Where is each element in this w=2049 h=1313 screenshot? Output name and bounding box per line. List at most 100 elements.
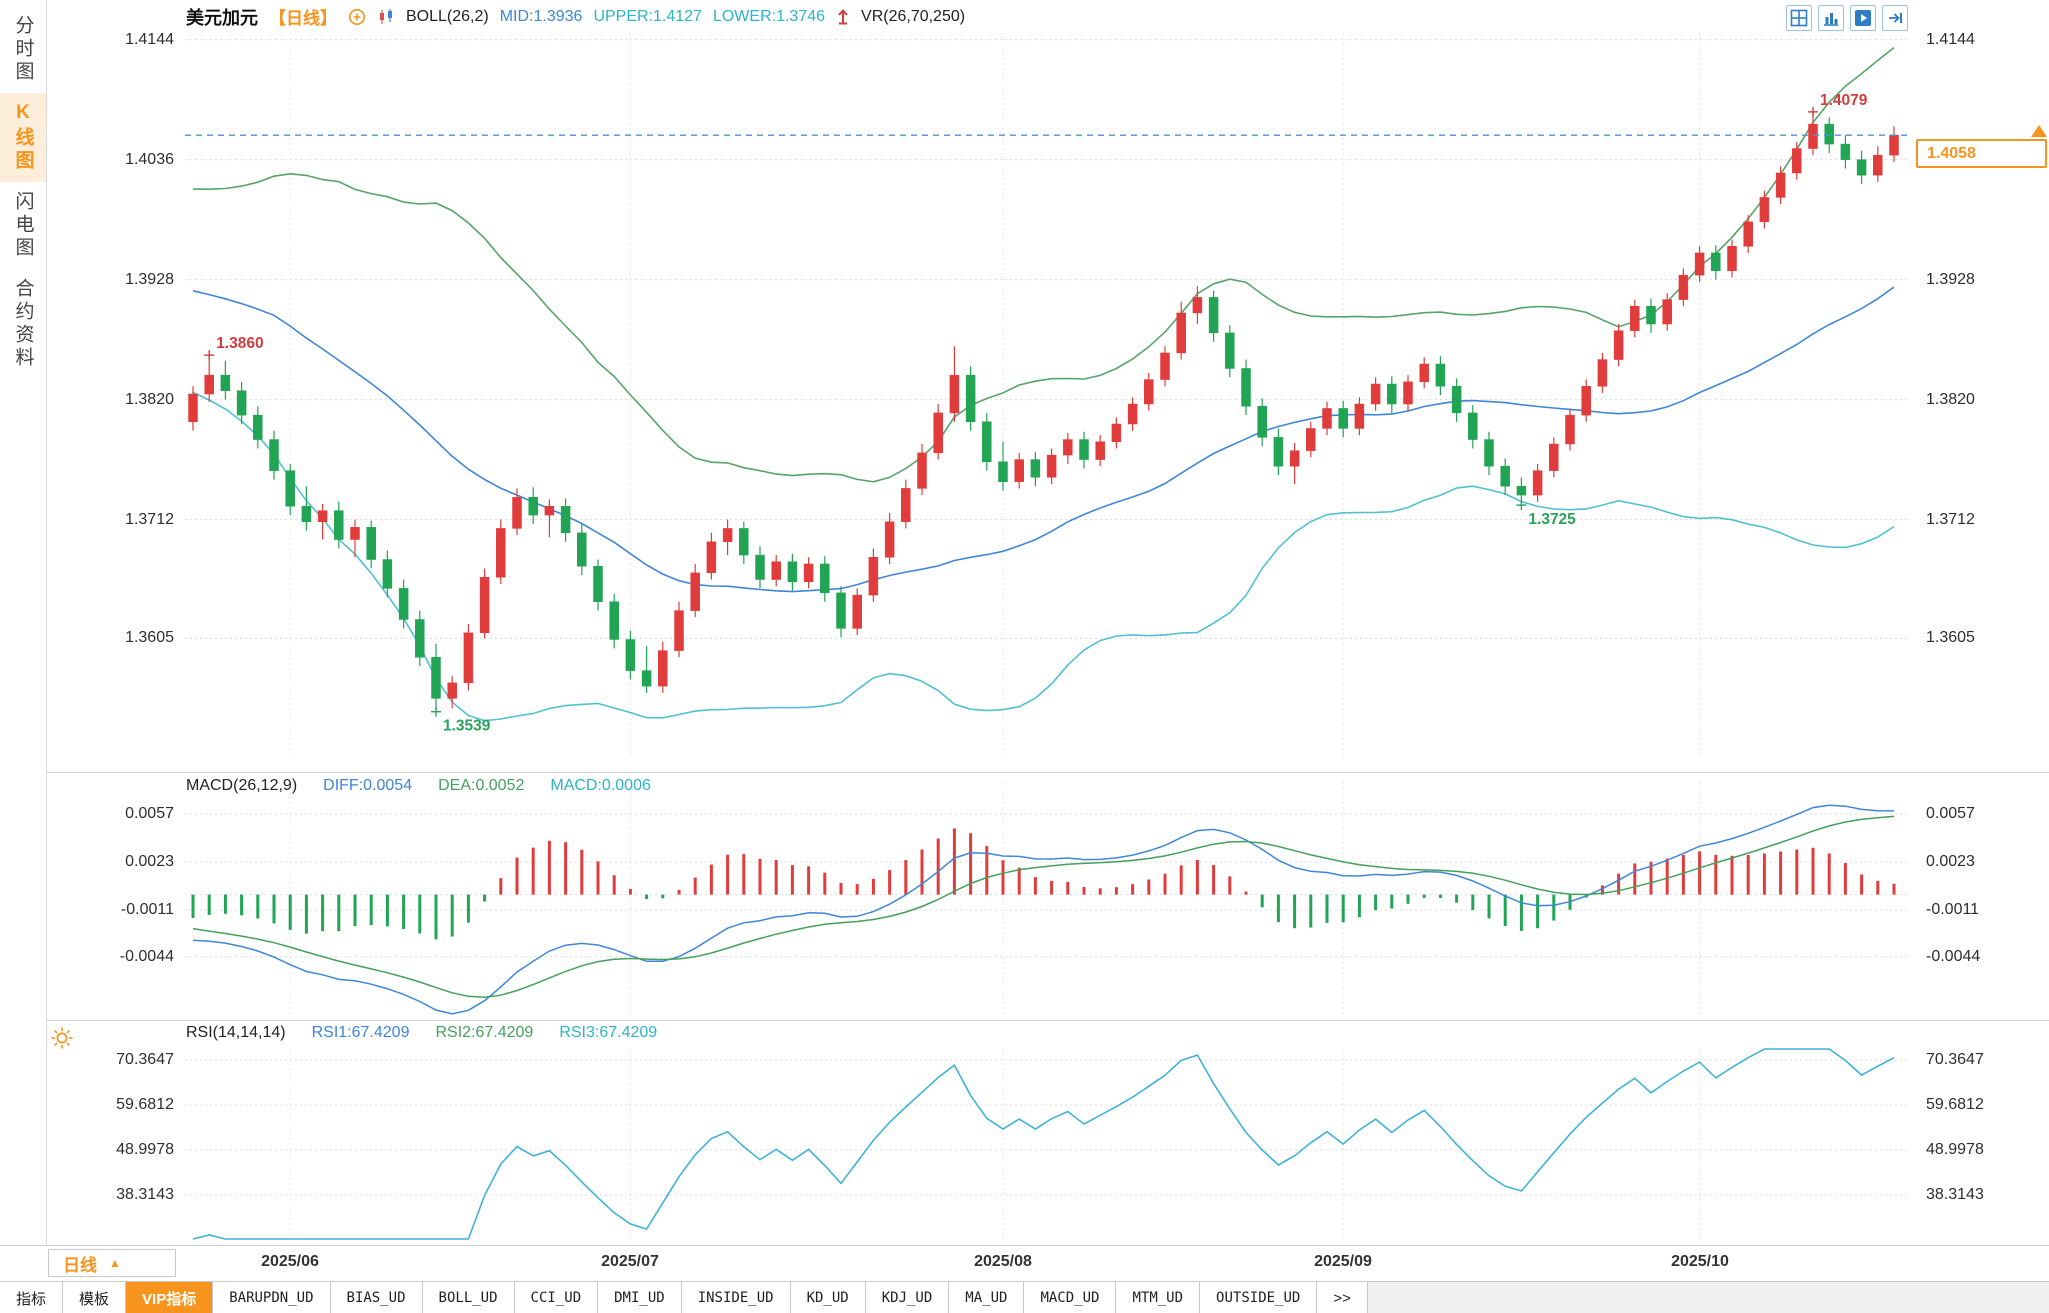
sidebar-item-time-chart[interactable]: 分时图 <box>0 6 46 93</box>
tab-templates[interactable]: 模板 <box>63 1282 127 1313</box>
macd-chart-area[interactable] <box>185 780 1910 1016</box>
main-y-label: 1.3928 <box>1926 271 1975 288</box>
tab-mtm-ud[interactable]: MTM_UD <box>1116 1282 1201 1313</box>
tab-dmi-ud[interactable]: DMI_UD <box>598 1282 682 1313</box>
main-y-label: 1.3928 <box>125 271 174 288</box>
rsi-y-label: 38.3143 <box>1926 1186 1984 1203</box>
bar-chart-icon[interactable] <box>1818 5 1844 31</box>
rsi-chart-area[interactable] <box>185 1046 1910 1242</box>
symbol-name: 美元加元 <box>186 7 258 28</box>
candlestick-chart-area[interactable] <box>185 33 1910 755</box>
tab-barupdn-ud[interactable]: BARUPDN_UD <box>213 1282 331 1313</box>
rsi-y-label: 70.3647 <box>116 1051 174 1068</box>
main-y-label: 1.4144 <box>125 31 174 48</box>
tab-outside-ud[interactable]: OUTSIDE_UD <box>1200 1282 1318 1313</box>
main-y-label: 1.4036 <box>125 151 174 168</box>
macd-macd-value: MACD:0.0006 <box>550 777 651 794</box>
sidebar-item-lightning-chart[interactable]: 闪电图 <box>0 182 46 269</box>
period-selector[interactable]: 日线 ▲ <box>48 1249 176 1277</box>
macd-dea-line <box>192 815 1895 998</box>
macd-y-label: -0.0011 <box>1926 901 1980 918</box>
macd-y-label: -0.0044 <box>119 948 174 965</box>
macd-y-label: -0.0011 <box>120 901 174 918</box>
add-indicator-icon[interactable] <box>348 8 366 26</box>
rsi3-value: RSI3:67.4209 <box>559 1024 658 1041</box>
x-axis-label: 2025/08 <box>974 1253 1032 1270</box>
macd-title: MACD(26,12,9) <box>186 777 298 794</box>
rsi-y-label: 70.3647 <box>1926 1051 1984 1068</box>
annotations-layer: 1.3860 1.3539 1.3725 1.4079 <box>185 92 2047 735</box>
rsi-title: RSI(14,14,14) <box>186 1024 286 1041</box>
sidebar-item-label: K线图 <box>12 102 34 173</box>
boll-lower-line <box>192 391 1895 722</box>
rsi-y-label: 59.6812 <box>1926 1096 1984 1113</box>
sidebar-item-label: 合约资料 <box>12 278 34 370</box>
up-arrow-icon <box>836 8 850 25</box>
rsi-y-label: 48.9978 <box>116 1141 174 1158</box>
tab-boll-ud[interactable]: BOLL_UD <box>422 1282 515 1313</box>
tab-bias-ud[interactable]: BIAS_UD <box>330 1282 423 1313</box>
tab-vip-indicators[interactable]: VIP指标 <box>126 1282 214 1313</box>
tab-bar-filler <box>1367 1282 2049 1313</box>
main-y-label: 1.4144 <box>1926 31 1975 48</box>
rsi-layer <box>192 1048 1895 1240</box>
macd-header: MACD(26,12,9) DIFF:0.0054 DEA:0.0052 MAC… <box>186 777 651 795</box>
rsi2-value: RSI2:67.4209 <box>435 1024 534 1041</box>
tab-macd-ud[interactable]: MACD_UD <box>1024 1282 1117 1313</box>
tab-indicators[interactable]: 指标 <box>0 1282 64 1313</box>
sidebar-item-label: 分时图 <box>12 15 34 84</box>
main-y-label: 1.3820 <box>125 391 174 408</box>
boll-label: BOLL(26,2) <box>406 7 489 25</box>
chart-header: 美元加元 【日线】 BOLL(26,2) MID:1.3936 UPPER:1.… <box>186 0 965 33</box>
main-y-label: 1.3712 <box>1926 511 1975 528</box>
x-axis-label: 2025/09 <box>1314 1253 1372 1270</box>
tab-cci-ud[interactable]: CCI_UD <box>514 1282 599 1313</box>
price-annotation: 1.3860 <box>216 335 263 352</box>
sidebar-item-contract-info[interactable]: 合约资料 <box>0 269 46 379</box>
indicator-tab-bar: 指标 模板 VIP指标 BARUPDN_UD BIAS_UD BOLL_UD C… <box>0 1281 2049 1313</box>
rsi-header: RSI(14,14,14) RSI1:67.4209 RSI2:67.4209 … <box>186 1024 657 1042</box>
period-selector-label: 日线 <box>63 1255 97 1275</box>
macd-diff-line <box>192 804 1895 1015</box>
forward-icon[interactable] <box>1882 5 1908 31</box>
sidebar: 分时图 K线图 闪电图 合约资料 <box>0 0 47 1245</box>
macd-layer <box>191 804 1896 1015</box>
tab-inside-ud[interactable]: INSIDE_UD <box>681 1282 791 1313</box>
price-annotation: 1.3539 <box>443 718 491 735</box>
boll-upper-value: UPPER:1.4127 <box>593 7 702 25</box>
tab-kd-ud[interactable]: KD_UD <box>790 1282 866 1313</box>
price-annotation: 1.3725 <box>1528 511 1576 528</box>
rsi-y-label: 38.3143 <box>116 1186 174 1203</box>
sun-icon[interactable] <box>50 1026 74 1055</box>
main-y-label: 1.3605 <box>1926 629 1975 646</box>
boll-mid-value: MID:1.3936 <box>499 7 583 25</box>
x-axis-label: 2025/10 <box>1671 1253 1729 1270</box>
macd-y-label: 0.0023 <box>1926 853 1975 870</box>
mac d-y-label: 0.0023 <box>125 853 174 870</box>
rsi1-value: RSI1:67.4209 <box>311 1024 410 1041</box>
rsi-y-label: 59.6812 <box>116 1096 174 1113</box>
sidebar-item-label: 闪电图 <box>12 191 34 260</box>
main-y-label: 1.3820 <box>1926 391 1975 408</box>
macd-y-label: 0.0057 <box>125 805 174 822</box>
latest-arrow-icon <box>2031 125 2047 137</box>
tab-ma-ud[interactable]: MA_UD <box>949 1282 1025 1313</box>
boll-upper-line <box>192 46 1895 483</box>
candles-layer <box>188 111 1899 712</box>
play-icon[interactable] <box>1850 5 1876 31</box>
macd-y-label: -0.0044 <box>1926 948 1981 965</box>
main-y-label: 1.3712 <box>125 511 174 528</box>
tab-kdj-ud[interactable]: KDJ_UD <box>865 1282 950 1313</box>
panel-separator <box>47 1020 2049 1021</box>
x-axis-label: 2025/06 <box>261 1253 319 1270</box>
macd-diff-value: DIFF:0.0054 <box>323 777 413 794</box>
tab-more[interactable]: >> <box>1317 1282 1368 1313</box>
candlestick-icon <box>377 8 395 26</box>
price-annotation: 1.4079 <box>1820 92 1868 109</box>
macd-y-label: 0.0057 <box>1926 805 1975 822</box>
boll-mid-line <box>192 286 1895 593</box>
chevron-up-icon: ▲ <box>109 1256 121 1270</box>
sidebar-item-kline-chart[interactable]: K线图 <box>0 93 46 182</box>
multi-chart-layout-icon[interactable] <box>1786 5 1812 31</box>
